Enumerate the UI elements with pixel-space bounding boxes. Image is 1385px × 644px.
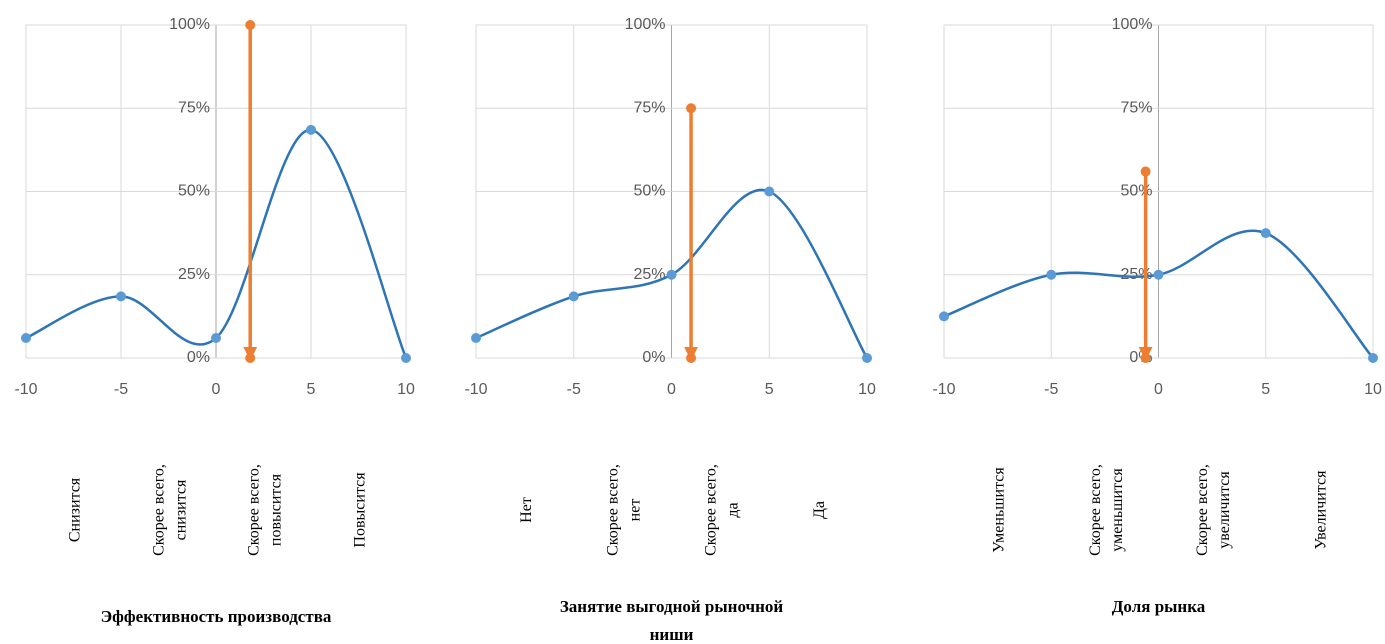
y-tick-label: 25% (1120, 266, 1152, 283)
x-category-label-line: Повысится (352, 472, 369, 548)
series-line (25, 128, 408, 359)
x-category-label: Уменьшится (991, 467, 1008, 553)
x-category-label: Скорее всего, увеличится (1194, 464, 1233, 556)
chart-title: ниши (650, 625, 694, 644)
y-tick-label: 75% (1120, 99, 1152, 116)
x-tick-label: -10 (14, 381, 37, 398)
x-category-label: Скорее всего, снизится (151, 464, 190, 556)
data-point (401, 353, 411, 363)
x-category-label-line: Снизится (67, 477, 84, 542)
x-category-label-line: Увеличится (1312, 470, 1329, 550)
series-line (943, 229, 1374, 359)
y-tick-label: 50% (178, 183, 210, 200)
data-point (1140, 353, 1151, 363)
data-point (1260, 228, 1271, 239)
x-category-label-line: Скорее всего, (1194, 464, 1211, 556)
y-tick-label: 50% (1120, 183, 1152, 200)
data-point (568, 291, 579, 302)
x-category-label-line: нет (627, 499, 644, 522)
data-point (1368, 353, 1378, 363)
x-category-label: Нет (518, 497, 535, 523)
x-tick-label: 0 (667, 381, 676, 398)
x-category-label: Снизится (67, 477, 84, 542)
x-tick-label: -10 (464, 381, 487, 398)
series-line (475, 188, 869, 359)
x-tick-label: -5 (567, 381, 581, 398)
data-point (764, 186, 775, 197)
data-point (21, 333, 31, 344)
x-tick-label: 0 (1154, 381, 1163, 398)
y-tick-label: 0% (187, 349, 210, 366)
data-point (211, 333, 221, 344)
y-tick-label: 100% (169, 16, 210, 33)
y-tick-label: 0% (642, 349, 665, 366)
x-category-label: Увеличится (1312, 470, 1329, 550)
x-tick-label: -10 (932, 381, 955, 398)
data-point (686, 103, 697, 114)
data-point (306, 124, 316, 135)
x-category-label-line: уменьшится (1109, 468, 1126, 552)
x-category-label-line: Скорее всего, (1087, 464, 1104, 556)
x-category-label: Да (811, 501, 828, 519)
x-category-label: Скорее всего, повысится (246, 464, 285, 556)
x-category-label-line: Да (811, 501, 828, 519)
y-tick-label: 75% (178, 99, 210, 116)
chart-title: Занятие выгодной рыночной (560, 597, 784, 616)
x-category-label-line: да (724, 502, 741, 517)
data-point (1046, 269, 1057, 280)
data-point (666, 269, 677, 280)
y-tick-label: 50% (633, 183, 665, 200)
x-category-label-line: Скорее всего, (151, 464, 168, 556)
x-category-label: Скорее всего, уменьшится (1087, 464, 1126, 556)
x-category-label-line: Скорее всего, (605, 464, 622, 556)
y-tick-label: 25% (178, 266, 210, 283)
x-tick-label: 5 (765, 381, 774, 398)
x-tick-label: -5 (1044, 381, 1058, 398)
y-tick-label: 75% (633, 99, 665, 116)
data-point (862, 353, 872, 363)
x-category-label: Скорее всего, да (702, 464, 741, 556)
data-point (245, 20, 256, 30)
data-point (686, 353, 697, 363)
y-tick-label: 25% (633, 266, 665, 283)
data-point (245, 353, 256, 363)
x-tick-label: 0 (212, 381, 221, 398)
x-category-label-line: снизится (173, 479, 190, 540)
x-tick-label: 5 (307, 381, 316, 398)
x-tick-label: -5 (114, 381, 128, 398)
x-category-label-line: Уменьшится (991, 467, 1008, 553)
y-tick-label: 100% (1112, 16, 1153, 33)
data-point (939, 311, 949, 322)
x-category-label: Скорее всего, нет (605, 464, 644, 556)
x-tick-label: 10 (397, 381, 415, 398)
data-point (471, 333, 481, 344)
x-category-label-line: Нет (518, 497, 535, 523)
x-tick-label: 10 (1364, 381, 1382, 398)
data-point (1140, 166, 1151, 177)
x-tick-label: 10 (858, 381, 876, 398)
x-category-label-line: повысится (268, 473, 285, 546)
y-tick-label: 100% (625, 16, 666, 33)
x-tick-label: 5 (1261, 381, 1270, 398)
x-category-label: Повысится (352, 472, 369, 548)
data-point (116, 291, 126, 302)
chart-title: Доля рынка (1112, 597, 1206, 616)
x-category-label-line: Скорее всего, (246, 464, 263, 556)
chart-title: Эффективность производства (101, 607, 332, 626)
x-category-label-line: Скорее всего, (702, 464, 719, 556)
x-category-label-line: увеличится (1216, 471, 1233, 549)
data-point (1153, 269, 1164, 280)
